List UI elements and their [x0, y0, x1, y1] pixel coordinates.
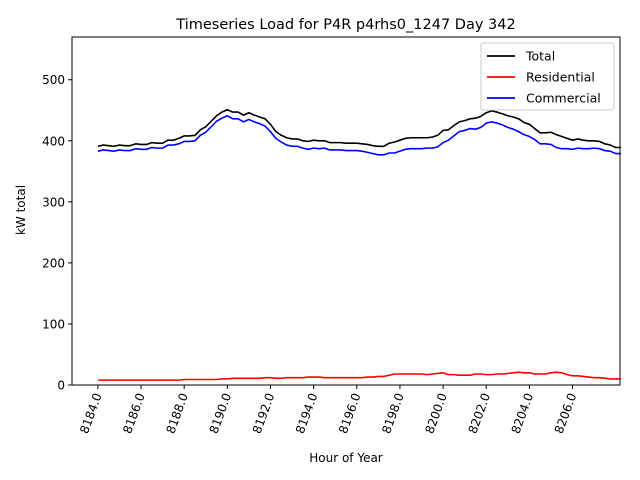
- x-tick-label: 8194.0: [293, 391, 321, 435]
- x-axis: 8184.0 8186.0 8188.0 8190.0 8192.0 8194.0 8196…: [77, 385, 579, 435]
- x-tick-label: 8188.0: [163, 391, 191, 435]
- y-axis: 0 100 200 300 400 500: [42, 73, 72, 393]
- plot-frame: [71, 36, 621, 386]
- y-tick-label: 200: [42, 256, 65, 270]
- plot-area: [71, 36, 622, 386]
- legend-label-commercial: Commercial: [526, 91, 601, 106]
- chart-title: Timeseries Load for P4R p4rhs0_1247 Day …: [175, 17, 515, 33]
- legend-label-residential: Residential: [526, 70, 595, 85]
- series-line-residential: [97, 371, 622, 381]
- legend-box: [480, 42, 615, 111]
- x-tick-label: 8200.0: [422, 391, 450, 435]
- legend: Total Residential Commercial: [480, 42, 615, 111]
- series-line-total: [97, 108, 622, 149]
- x-tick-label: 8186.0: [120, 391, 148, 435]
- x-tick-label: 8198.0: [379, 391, 407, 435]
- x-tick-label: 8202.0: [466, 391, 494, 435]
- y-tick-label: 100: [42, 317, 65, 331]
- legend-label-total: Total: [525, 49, 555, 64]
- x-tick-label: 8192.0: [250, 391, 278, 435]
- series-line-commercial: [97, 114, 622, 156]
- y-tick-label: 500: [42, 73, 65, 87]
- x-tick-label: 8190.0: [207, 391, 235, 435]
- x-axis-label: Hour of Year: [309, 451, 383, 465]
- y-axis-label: kW total: [14, 185, 28, 235]
- x-tick-label: 8184.0: [77, 391, 105, 435]
- y-tick-label: 300: [42, 195, 65, 209]
- y-tick-label: 400: [42, 134, 65, 148]
- x-tick-label: 8196.0: [336, 391, 364, 435]
- x-tick-label: 8206.0: [552, 391, 580, 435]
- y-tick-label: 0: [57, 379, 65, 393]
- x-tick-label: 8204.0: [509, 391, 537, 435]
